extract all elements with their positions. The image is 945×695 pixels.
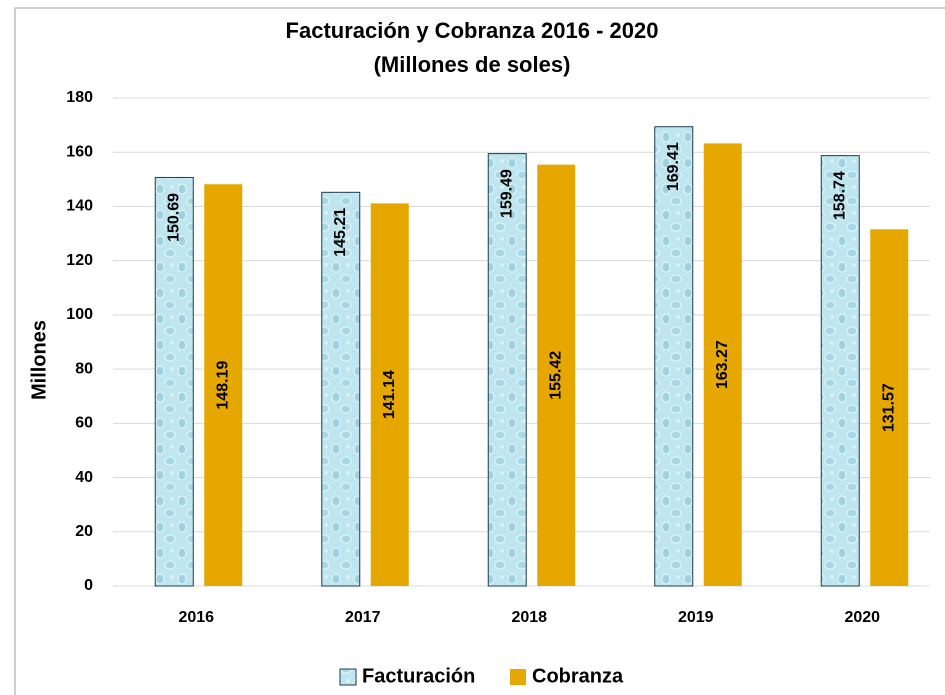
bar (820, 155, 860, 587)
y-axis-label: Millones (28, 320, 50, 400)
data-label: 141.14 (381, 370, 398, 419)
y-tick-label: 180 (66, 89, 93, 106)
y-tick-label: 0 (84, 577, 93, 594)
legend-label: Cobranza (532, 665, 624, 687)
data-label: 158.74 (831, 171, 848, 220)
data-label: 145.21 (332, 208, 349, 257)
chart-subtitle: (Millones de soles) (374, 52, 571, 77)
chart-border (14, 7, 945, 695)
y-tick-label: 60 (75, 415, 93, 432)
x-tick-label: 2019 (678, 609, 714, 626)
bar (154, 176, 194, 587)
bar (870, 229, 909, 586)
bar (654, 126, 694, 587)
y-tick-label: 40 (75, 469, 93, 486)
y-tick-label: 160 (66, 143, 93, 160)
y-tick-label: 120 (66, 252, 93, 269)
chart-title: Facturación y Cobranza 2016 - 2020 (286, 18, 659, 43)
y-tick-label: 100 (66, 306, 93, 323)
data-label: 163.27 (714, 340, 731, 389)
data-label: 150.69 (165, 193, 182, 242)
x-tick-label: 2017 (345, 609, 381, 626)
y-tick-label: 20 (75, 523, 93, 540)
data-label: 159.49 (498, 169, 515, 218)
y-tick-label: 80 (75, 360, 93, 377)
bar (703, 143, 742, 587)
legend-swatch (510, 669, 526, 685)
x-tick-label: 2018 (511, 609, 547, 626)
bar (537, 164, 576, 587)
x-tick-label: 2020 (844, 609, 880, 626)
data-label: 148.19 (214, 361, 231, 410)
data-label: 169.41 (665, 142, 682, 191)
legend-label: Facturación (362, 665, 475, 687)
bar (204, 184, 243, 586)
data-label: 131.57 (880, 383, 897, 432)
x-tick-label: 2016 (178, 609, 214, 626)
bar (321, 191, 361, 587)
bar (487, 153, 527, 587)
bar (370, 203, 409, 587)
legend-swatch (339, 668, 357, 686)
y-tick-label: 140 (66, 198, 93, 215)
data-label: 155.42 (547, 351, 564, 400)
